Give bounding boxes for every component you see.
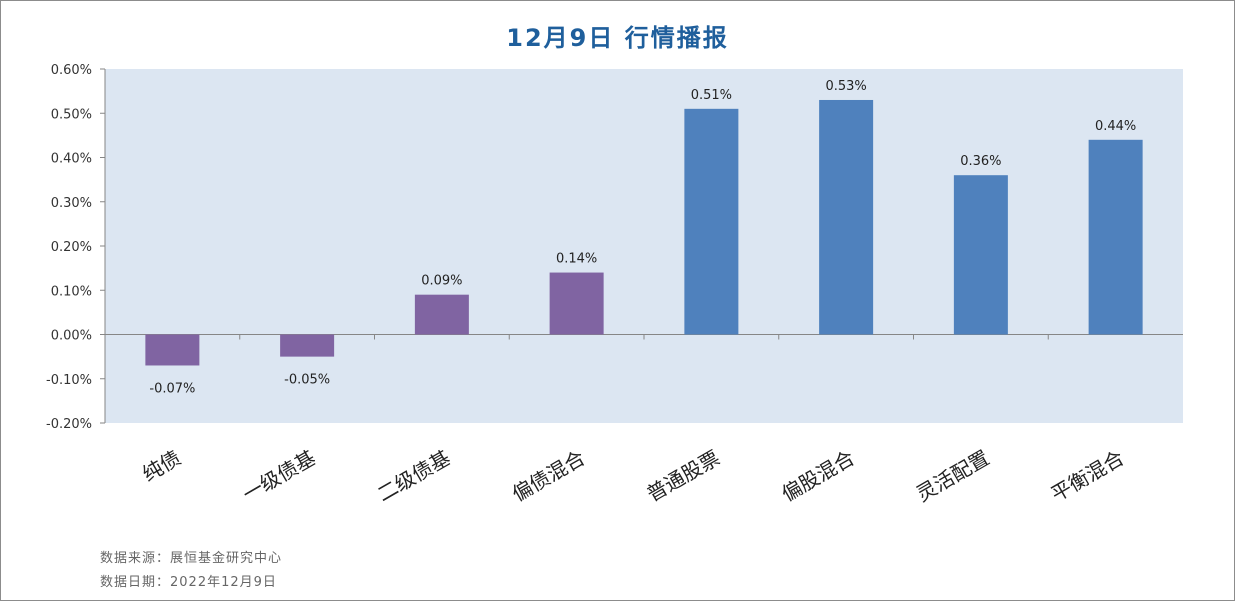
category-label: 灵活配置 bbox=[912, 446, 993, 507]
bar bbox=[280, 334, 335, 357]
source-note: 数据来源：展恒基金研究中心 bbox=[100, 551, 283, 566]
plot-area bbox=[105, 69, 1183, 423]
data-label: 0.44% bbox=[1095, 119, 1136, 134]
y-tick-label: -0.20% bbox=[46, 417, 92, 432]
category-label: 一级债基 bbox=[238, 446, 319, 507]
data-label: -0.07% bbox=[149, 381, 195, 396]
data-label: -0.05% bbox=[284, 373, 330, 388]
bar bbox=[145, 334, 200, 366]
data-label: 0.36% bbox=[960, 154, 1001, 169]
y-tick-label: 0.50% bbox=[51, 107, 92, 122]
y-tick-label: 0.40% bbox=[51, 152, 92, 167]
bar bbox=[414, 294, 469, 335]
y-tick-label: -0.10% bbox=[46, 373, 92, 388]
bar bbox=[953, 175, 1008, 335]
y-tick-label: 0.30% bbox=[51, 196, 92, 211]
category-label: 二级债基 bbox=[373, 446, 454, 507]
y-tick-label: 0.00% bbox=[51, 329, 92, 344]
bar bbox=[1088, 139, 1143, 335]
category-label: 纯债 bbox=[138, 446, 185, 487]
data-label: 0.14% bbox=[556, 252, 597, 267]
chart-title: 12月9日 行情播报 bbox=[506, 24, 729, 52]
category-label: 普通股票 bbox=[643, 446, 724, 507]
data-label: 0.09% bbox=[421, 274, 462, 289]
category-label: 偏债混合 bbox=[508, 446, 589, 507]
data-label: 0.51% bbox=[691, 88, 732, 103]
bar bbox=[549, 272, 604, 335]
bar bbox=[684, 108, 739, 335]
y-tick-label: 0.20% bbox=[51, 240, 92, 255]
category-label: 偏股混合 bbox=[777, 446, 858, 507]
y-tick-label: 0.60% bbox=[51, 63, 92, 78]
category-label: 平衡混合 bbox=[1047, 446, 1128, 507]
bar bbox=[819, 99, 874, 335]
y-tick-label: 0.10% bbox=[51, 284, 92, 299]
data-label: 0.53% bbox=[825, 79, 866, 94]
date-note: 数据日期：2022年12月9日 bbox=[100, 575, 277, 590]
